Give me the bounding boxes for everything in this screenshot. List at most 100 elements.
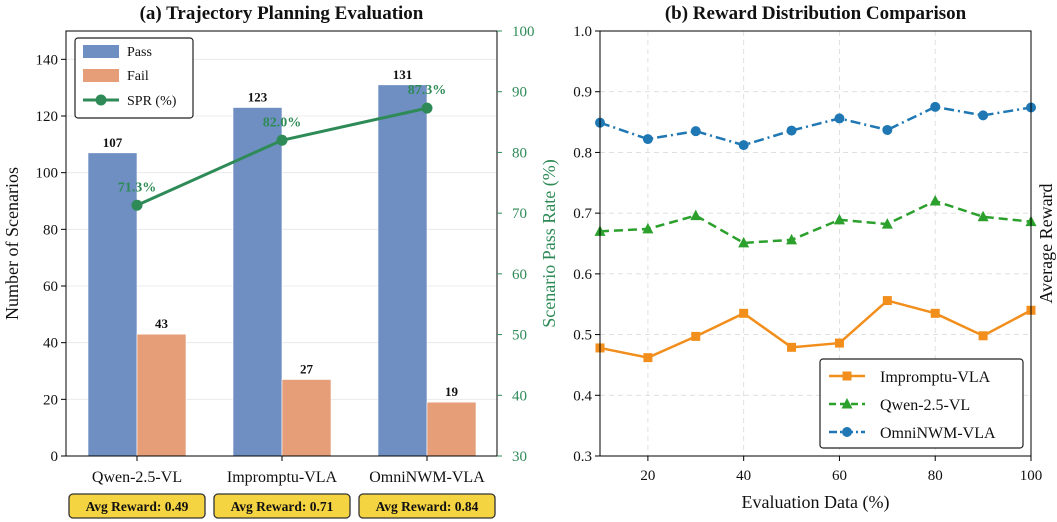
- series-point: [978, 110, 989, 121]
- y-tick-label: 0: [51, 449, 59, 465]
- fail-bar-label: 43: [155, 316, 169, 331]
- x-axis-label: Evaluation Data (%): [742, 492, 890, 513]
- pass-bar-label: 131: [393, 67, 413, 82]
- legend-label-fail: Fail: [127, 69, 149, 84]
- fail-bar: [136, 333, 187, 457]
- y-tick-label: 20: [43, 392, 58, 408]
- series-point: [834, 338, 844, 348]
- plot-frame: [599, 30, 1032, 457]
- avg-reward-badge-text: Avg Reward: 0.49: [86, 499, 189, 514]
- legend-label-spr: SPR (%): [127, 94, 177, 109]
- x-tick-label: 60: [832, 468, 847, 484]
- spr-point: [421, 102, 433, 114]
- series-point: [738, 236, 750, 248]
- series-point: [786, 233, 798, 245]
- series-point: [834, 113, 845, 124]
- spr-label: 71.3%: [118, 180, 157, 195]
- y2-tick-label: 50: [512, 328, 527, 344]
- legend-box: [819, 358, 1024, 449]
- legend-marker: [841, 398, 853, 409]
- y2-axis-label: Scenario Pass Rate (%): [539, 159, 560, 327]
- spr-point: [276, 134, 288, 146]
- spr-label: 87.3%: [408, 83, 447, 98]
- y2-tick-label: 80: [512, 145, 527, 161]
- series-point: [642, 134, 653, 145]
- series-point: [643, 353, 653, 363]
- series-point: [882, 124, 893, 135]
- series-point: [881, 218, 893, 229]
- category-label: OmniNWM-VLA: [369, 469, 485, 486]
- category-label: Qwen-2.5-VL: [92, 469, 182, 486]
- spr-point: [131, 199, 143, 211]
- y-tick-label: 0.4: [573, 388, 592, 404]
- x-tick-label: 80: [928, 468, 943, 484]
- series-line: [599, 105, 1032, 147]
- trajectory-planning-chart: 107 43 123 27 131 19 71.3% 82.0% 87.3% 0 20 40 60 80 1…: [2, 3, 560, 519]
- legend-label-pass: Pass: [127, 45, 152, 60]
- pass-bar: [232, 107, 283, 457]
- y-tick-label: 0.8: [573, 145, 592, 161]
- pass-bar: [87, 152, 138, 457]
- series-point: [690, 209, 702, 221]
- y-tick-label: 1.0: [573, 24, 592, 40]
- pass-bar: [377, 84, 428, 457]
- series-point: [691, 331, 701, 341]
- x-tick-label: 100: [1020, 468, 1043, 484]
- avg-reward-badge: [213, 493, 351, 519]
- pass-bar-label: 123: [248, 90, 268, 105]
- x-tick-label: 40: [736, 468, 751, 484]
- pass-bar-label: 107: [103, 135, 123, 150]
- y2-tick-label: 30: [512, 449, 527, 465]
- series-point: [786, 125, 797, 136]
- legend-label: Qwen-2.5-VL: [880, 397, 970, 414]
- y-tick-label: 80: [43, 222, 58, 238]
- y2-tick-label: 60: [512, 267, 527, 283]
- avg-reward-badge-text: Avg Reward: 0.71: [231, 499, 334, 514]
- series-point: [642, 222, 654, 234]
- spr-label: 82.0%: [263, 115, 302, 130]
- y-tick-label: 0.6: [573, 267, 592, 283]
- series-line: [599, 199, 1032, 245]
- avg-reward-badge-text: Avg Reward: 0.84: [376, 499, 479, 514]
- y-tick-label: 40: [43, 336, 58, 352]
- avg-reward-badge: [68, 493, 206, 519]
- y-tick-label: 120: [36, 109, 59, 125]
- y2-tick-label: 40: [512, 388, 527, 404]
- chart-b-title: (b) Reward Distribution Comparison: [665, 3, 967, 24]
- y-tick-label: 0.7: [573, 206, 592, 222]
- series-point: [929, 195, 941, 206]
- reward-distribution-chart: 0.3 0.4 0.5 0.6 0.7 0.8 0.9 1.0 20 40 60 80 100 (b) R…: [573, 3, 1056, 513]
- category-label: Impromptu-VLA: [227, 469, 338, 486]
- y-tick-label: 140: [36, 52, 59, 68]
- legend-swatch-pass: [83, 45, 119, 58]
- avg-reward-badge: [358, 493, 496, 519]
- fail-bar-label: 19: [445, 384, 459, 399]
- fail-bar: [281, 379, 332, 457]
- y-tick-label: 0.9: [573, 85, 592, 101]
- legend-swatch-fail: [83, 69, 119, 82]
- series-point: [739, 308, 749, 318]
- y-axis-label: Average Reward: [1036, 183, 1056, 303]
- y2-tick-label: 70: [512, 206, 527, 222]
- legend-marker-spr: [95, 94, 107, 106]
- series-point: [930, 308, 940, 318]
- series-point: [882, 296, 892, 306]
- legend-label: Impromptu-VLA: [880, 369, 991, 386]
- y-axis-label: Number of Scenarios: [2, 167, 22, 320]
- series-point: [930, 101, 941, 112]
- x-tick-label: 20: [640, 468, 655, 484]
- series-point: [978, 331, 988, 341]
- series-point: [787, 342, 797, 352]
- series-point: [977, 210, 989, 222]
- series-line: [599, 299, 1032, 359]
- y2-tick-label: 90: [512, 85, 527, 101]
- series-point: [690, 126, 701, 137]
- legend-label: OmniNWM-VLA: [880, 425, 996, 442]
- y2-tick-label: 100: [512, 24, 535, 40]
- series-point: [833, 213, 845, 225]
- legend-marker: [842, 427, 852, 437]
- y-tick-label: 0.3: [573, 449, 592, 465]
- fail-bar-label: 27: [300, 362, 314, 377]
- series-point: [738, 140, 749, 151]
